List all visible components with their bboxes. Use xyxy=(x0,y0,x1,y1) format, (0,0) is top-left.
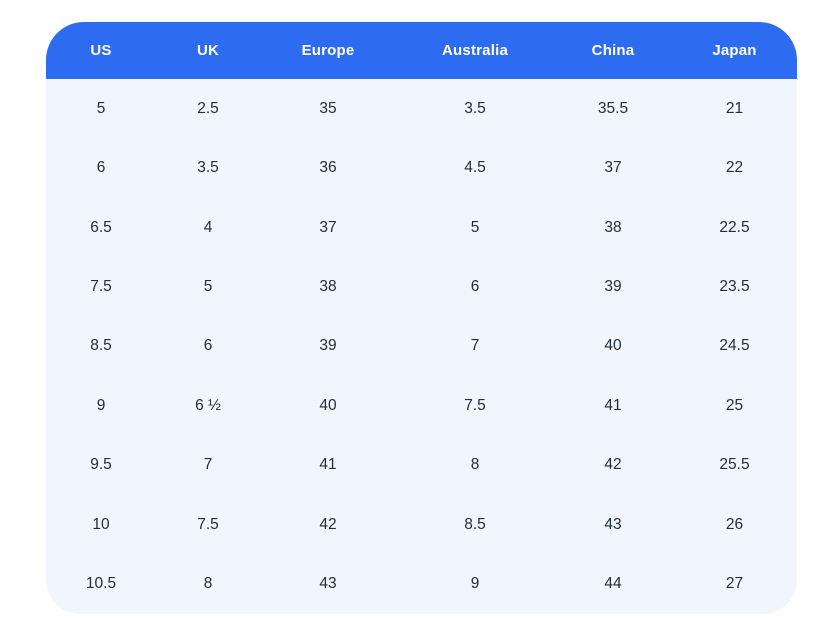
table-cell: 7 xyxy=(470,337,480,355)
table-cell: 3.5 xyxy=(197,159,219,177)
table-cell: 40 xyxy=(604,337,622,355)
table-cell: 6.5 xyxy=(90,218,112,236)
table-cell: 8 xyxy=(203,575,213,593)
table-cell: 9.5 xyxy=(90,456,112,474)
table-cell: 35 xyxy=(319,99,337,117)
table-cell: 35.5 xyxy=(597,99,629,117)
table-row: 9.5 7 41 8 42 25.5 xyxy=(46,436,797,495)
table-row: 6.5 4 37 5 38 22.5 xyxy=(46,198,797,257)
table-cell: 44 xyxy=(604,575,622,593)
table-cell: 41 xyxy=(604,396,622,414)
table-row: 6 3.5 36 4.5 37 22 xyxy=(46,138,797,197)
table-cell: 21 xyxy=(725,99,744,117)
table-row: 10 7.5 42 8.5 43 26 xyxy=(46,495,797,554)
table-cell: 41 xyxy=(319,456,337,474)
table-cell: 38 xyxy=(604,218,622,236)
table-cell: 22 xyxy=(725,159,744,177)
table-cell: 8.5 xyxy=(90,337,112,355)
table-cell: 42 xyxy=(604,456,622,474)
table-cell: 25.5 xyxy=(719,456,750,474)
table-cell: 5 xyxy=(470,218,480,236)
table-cell: 24.5 xyxy=(719,337,750,355)
table-cell: 37 xyxy=(604,159,622,177)
column-header-uk: UK xyxy=(156,22,261,79)
table-cell: 36 xyxy=(319,159,337,177)
table-row: 5 2.5 35 3.5 35.5 21 xyxy=(46,79,797,138)
column-header-australia: Australia xyxy=(396,22,555,79)
table-cell: 4 xyxy=(203,218,213,236)
table-cell: 7 xyxy=(203,456,213,474)
column-header-china: China xyxy=(554,22,672,79)
table-cell: 5 xyxy=(203,278,213,296)
table-cell: 7.5 xyxy=(464,396,486,414)
table-row: 10.5 8 43 9 44 27 xyxy=(46,555,797,615)
table-cell: 27 xyxy=(725,575,744,593)
table-cell: 39 xyxy=(604,278,622,296)
table-cell: 7.5 xyxy=(90,278,112,296)
table-cell: 25 xyxy=(725,396,744,414)
table-cell: 9 xyxy=(470,575,480,593)
table-cell: 3.5 xyxy=(464,99,486,117)
table-cell: 6 xyxy=(96,159,106,177)
table-cell: 8.5 xyxy=(464,515,486,533)
table-row: 8.5 6 39 7 40 24.5 xyxy=(46,317,797,376)
table-body: 5 2.5 35 3.5 35.5 21 6 3.5 36 4.5 37 22 6.5 4 37 5 38 22.… xyxy=(46,79,797,614)
column-header-europe: Europe xyxy=(260,22,397,79)
table-cell: 10 xyxy=(92,515,110,533)
size-conversion-table: US UK Europe Australia China Japan 5 2.5 35 3.5 3… xyxy=(46,22,797,614)
table-cell: 37 xyxy=(319,218,337,236)
table-cell: 4.5 xyxy=(464,159,486,177)
table-cell: 43 xyxy=(604,515,622,533)
table-cell: 40 xyxy=(319,396,337,414)
table-cell: 43 xyxy=(319,575,337,593)
table-cell: 22.5 xyxy=(719,218,750,236)
table-cell: 2.5 xyxy=(197,99,219,117)
column-header-us: US xyxy=(46,22,157,79)
table-cell: 42 xyxy=(319,515,337,533)
table-cell: 39 xyxy=(319,337,337,355)
table-cell: 6 xyxy=(203,337,213,355)
table-cell: 8 xyxy=(470,456,480,474)
table-cell: 6 xyxy=(470,278,480,296)
table-cell: 38 xyxy=(319,278,337,296)
table-cell: 9 xyxy=(96,396,106,414)
table-cell: 6 ½ xyxy=(195,396,221,414)
shoe-size-conversion-card: US UK Europe Australia China Japan 5 2.5 35 3.5 3… xyxy=(46,22,797,614)
table-cell: 26 xyxy=(725,515,744,533)
table-cell: 23.5 xyxy=(719,278,750,296)
header-row: US UK Europe Australia China Japan xyxy=(46,22,797,79)
table-cell: 7.5 xyxy=(197,515,219,533)
column-header-japan: Japan xyxy=(671,22,797,79)
table-row: 7.5 5 38 6 39 23.5 xyxy=(46,257,797,316)
table-cell: 5 xyxy=(96,99,106,117)
table-cell: 10.5 xyxy=(85,575,117,593)
table-header: US UK Europe Australia China Japan xyxy=(46,22,797,79)
table-row: 9 6 ½ 40 7.5 41 25 xyxy=(46,376,797,435)
